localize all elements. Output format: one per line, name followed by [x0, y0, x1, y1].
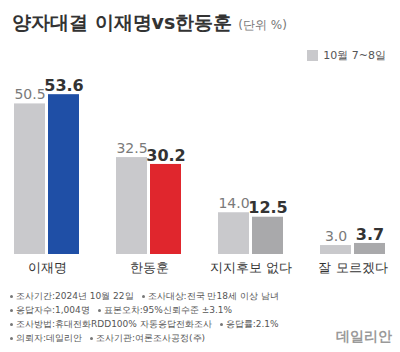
html-text:데일리안: 데일리안 — [336, 328, 392, 344]
svg-text:3.7: 3.7 — [356, 225, 384, 244]
html-text:조사방법:휴대전화RDD100% 자동응답전화조사: 조사방법:휴대전화RDD100% 자동응답전화조사 — [16, 319, 212, 329]
svg-text:3.0: 3.0 — [325, 228, 347, 244]
svg-text:32.5: 32.5 — [116, 140, 147, 156]
html-text:조사기관:여론조사공정(주): 조사기관:여론조사공정(주) — [96, 333, 206, 343]
svg-text:한동훈: 한동훈 — [130, 260, 169, 275]
html-text:응답률:2.1%: 응답률:2.1% — [225, 319, 279, 329]
svg-text:잘 모르겠다: 잘 모르겠다 — [318, 260, 387, 275]
html-text:조사기간:2024년 10월 22일: 조사기간:2024년 10월 22일 — [16, 291, 134, 301]
svg-text:지지후보 없다: 지지후보 없다 — [210, 260, 292, 275]
html-text:10월 7~8일: 10월 7~8일 — [323, 49, 386, 62]
svg-text:이재명: 이재명 — [28, 260, 67, 275]
html-text:양자대결 이재명vs한동훈 (단위 %): 양자대결 이재명vs한동훈 (단위 %) — [12, 11, 287, 33]
svg-text:14.0: 14.0 — [218, 195, 249, 211]
html-text:표본오차:95%신뢰수준 ±3.1%: 표본오차:95%신뢰수준 ±3.1% — [103, 305, 233, 315]
html-text:응답자수:1,004명: 응답자수:1,004명 — [16, 305, 90, 315]
svg-text:30.2: 30.2 — [146, 146, 185, 165]
html-text:조사대상:전국 만18세 이상 남녀: 조사대상:전국 만18세 이상 남녀 — [147, 291, 279, 301]
svg-text:12.5: 12.5 — [248, 198, 287, 217]
html-text:의뢰자:데일리안: 의뢰자:데일리안 — [16, 333, 82, 343]
svg-text:53.6: 53.6 — [44, 76, 83, 95]
svg-text:50.5: 50.5 — [14, 86, 45, 102]
